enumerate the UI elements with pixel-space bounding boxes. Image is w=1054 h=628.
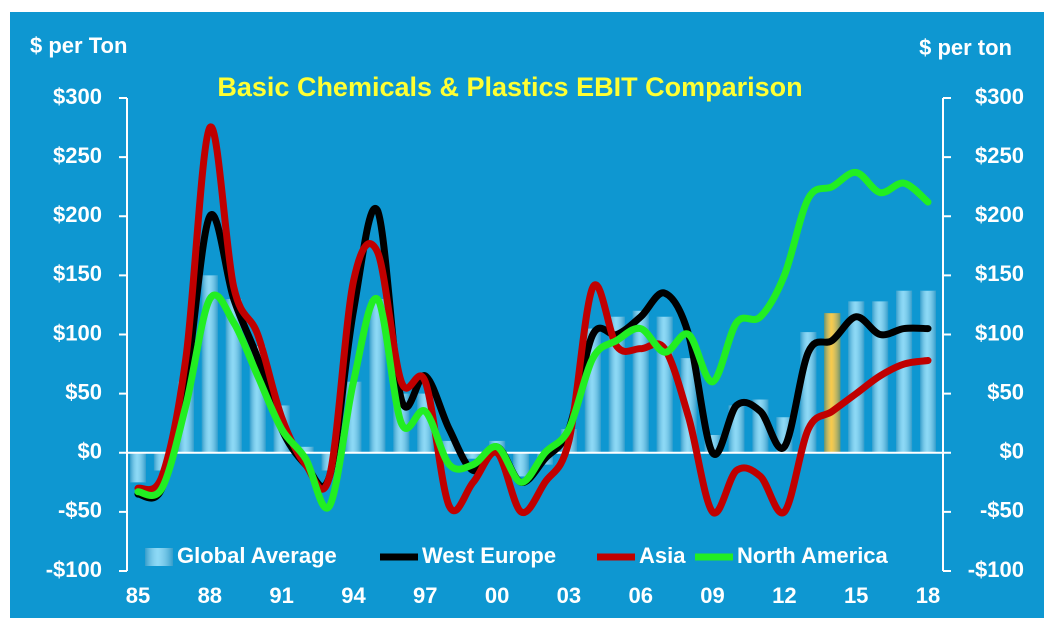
background — [10, 12, 1044, 618]
y-tick-label: $100 — [53, 320, 102, 345]
y-tick-label: $200 — [53, 202, 102, 227]
legend-label: Global Average — [177, 543, 337, 568]
y-tick-label: -$100 — [46, 557, 102, 582]
bar-group — [130, 452, 146, 483]
x-tick-label: 97 — [413, 583, 437, 608]
y-tick-label: $300 — [53, 84, 102, 109]
line — [134, 123, 932, 517]
y-tick-label: $150 — [53, 261, 102, 286]
x-tick-label: 15 — [844, 583, 868, 608]
x-tick-label: 06 — [628, 583, 652, 608]
line — [134, 168, 932, 512]
legend-swatch-shade — [145, 548, 173, 566]
y-tick-label: -$50 — [58, 498, 102, 523]
y2-tick-label: $0 — [1000, 439, 1024, 464]
y2-tick-label: $50 — [987, 379, 1024, 404]
bar-group — [848, 301, 865, 453]
bar-group — [297, 446, 314, 453]
x-tick-label: 85 — [126, 583, 150, 608]
x-tick-label: 09 — [700, 583, 724, 608]
bar-shade — [441, 440, 458, 453]
y2-tick-label: $150 — [975, 261, 1024, 286]
x-tick-label: 91 — [269, 583, 293, 608]
y2-tick-label: $200 — [975, 202, 1024, 227]
bar-shade — [920, 290, 936, 453]
y-axis-label: $ per Ton — [30, 33, 127, 58]
bar-shade — [297, 446, 314, 453]
bar-group — [824, 313, 841, 453]
x-tick-label: 03 — [557, 583, 581, 608]
y-tick-label: $0 — [78, 439, 102, 464]
x-tick-label: 88 — [198, 583, 222, 608]
legend-label: North America — [737, 543, 889, 568]
bar-group — [920, 290, 936, 453]
bar-shade — [465, 452, 482, 459]
bar-group — [441, 440, 458, 453]
y2-tick-label: $300 — [975, 84, 1024, 109]
y2-tick-label: $100 — [975, 320, 1024, 345]
bar-shade — [513, 452, 530, 477]
y2-tick-label: -$100 — [968, 557, 1024, 582]
bar-group — [369, 299, 386, 453]
x-tick-label: 18 — [916, 583, 940, 608]
bar-shade — [848, 301, 865, 453]
x-tick-label: 94 — [341, 583, 366, 608]
x-tick-label: 12 — [772, 583, 796, 608]
y2-tick-label: $250 — [975, 143, 1024, 168]
y-tick-label: $250 — [53, 143, 102, 168]
chart-title: Basic Chemicals & Plastics EBIT Comparis… — [217, 72, 802, 102]
x-tick-label: 00 — [485, 583, 509, 608]
y2-axis-label: $ per ton — [919, 35, 1012, 60]
bar-group — [656, 316, 673, 453]
bar-shade — [656, 316, 673, 453]
bar-group — [896, 290, 913, 453]
y2-tick-label: -$50 — [980, 498, 1024, 523]
legend-label: Asia — [639, 543, 686, 568]
bar-shade — [824, 313, 841, 453]
bar-group — [513, 452, 530, 477]
bar-shade — [130, 452, 146, 483]
legend-label: West Europe — [422, 543, 556, 568]
bar-shade — [369, 299, 386, 453]
y-tick-label: $50 — [65, 379, 102, 404]
bar-shade — [896, 290, 913, 453]
bar-group — [465, 452, 482, 459]
